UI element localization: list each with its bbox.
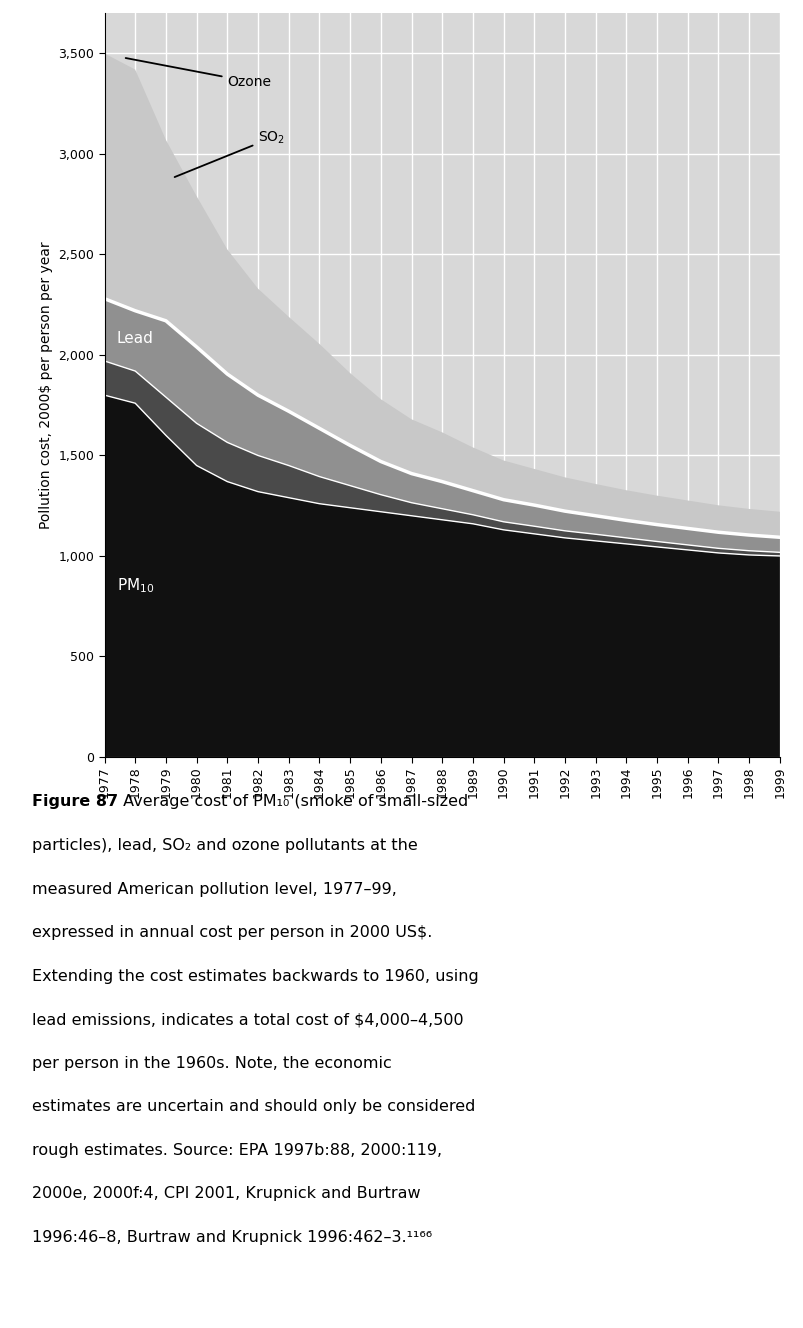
Text: particles), lead, SO₂ and ozone pollutants at the: particles), lead, SO₂ and ozone pollutan… — [32, 838, 418, 853]
Text: Figure 87: Figure 87 — [32, 794, 118, 809]
Text: Ozone: Ozone — [125, 58, 271, 89]
Text: Extending the cost estimates backwards to 1960, using: Extending the cost estimates backwards t… — [32, 968, 479, 984]
Text: 1996:46–8, Burtraw and Krupnick 1996:462–3.¹¹⁶⁶: 1996:46–8, Burtraw and Krupnick 1996:462… — [32, 1230, 432, 1244]
Text: estimates are uncertain and should only be considered: estimates are uncertain and should only … — [32, 1100, 475, 1114]
Y-axis label: Pollution cost, 2000$ per person per year: Pollution cost, 2000$ per person per yea… — [39, 242, 53, 529]
Text: rough estimates. Source: EPA 1997b:88, 2000:119,: rough estimates. Source: EPA 1997b:88, 2… — [32, 1143, 442, 1158]
Text: Average cost of PM₁₀ (smoke of small-sized: Average cost of PM₁₀ (smoke of small-siz… — [118, 794, 468, 809]
Text: per person in the 1960s. Note, the economic: per person in the 1960s. Note, the econo… — [32, 1056, 391, 1070]
Text: PM$_{10}$: PM$_{10}$ — [116, 576, 154, 595]
Text: SO$_2$: SO$_2$ — [174, 130, 285, 177]
Text: Lead: Lead — [116, 332, 153, 347]
Text: lead emissions, indicates a total cost of $4,000–4,500: lead emissions, indicates a total cost o… — [32, 1012, 463, 1027]
Text: expressed in annual cost per person in 2000 US$.: expressed in annual cost per person in 2… — [32, 926, 432, 940]
Text: measured American pollution level, 1977–99,: measured American pollution level, 1977–… — [32, 882, 397, 896]
Text: 2000e, 2000f:4, CPI 2001, Krupnick and Burtraw: 2000e, 2000f:4, CPI 2001, Krupnick and B… — [32, 1186, 420, 1202]
